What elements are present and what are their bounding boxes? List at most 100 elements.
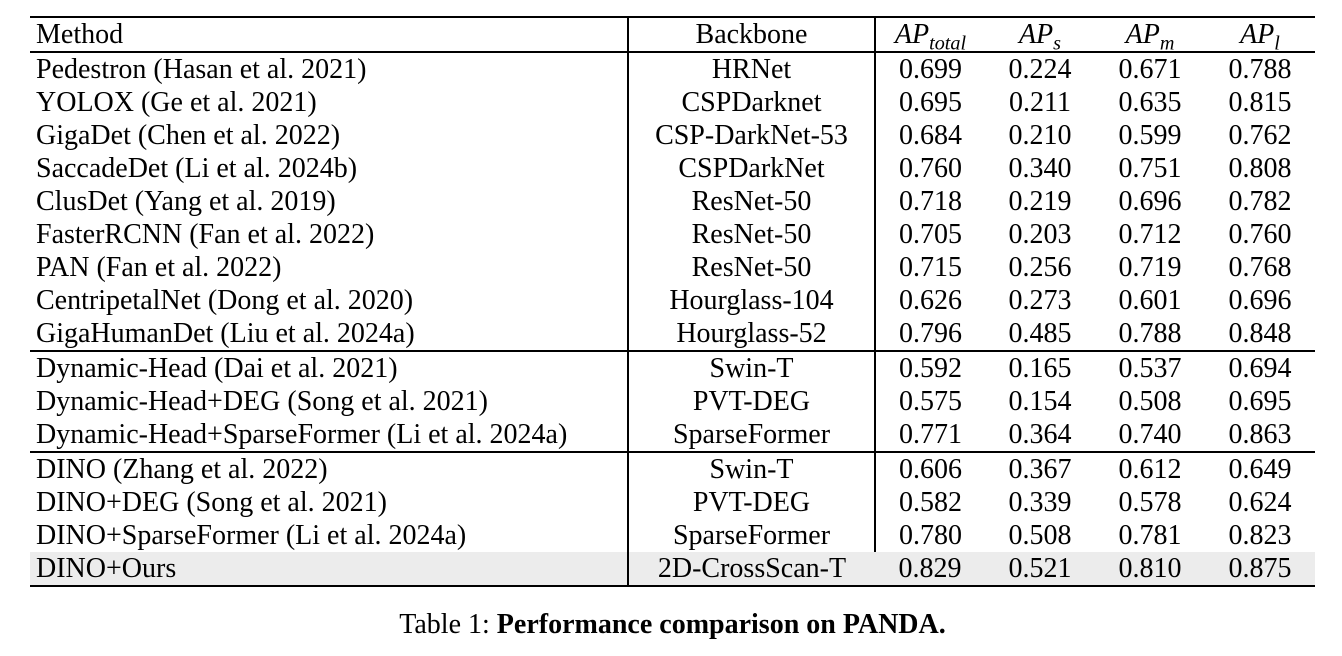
metric-cell: 0.875 [1205,552,1315,586]
table-row: YOLOX (Ge et al. 2021) CSPDarknet 0.695 0.2… [30,86,1315,119]
table-row: FasterRCNN (Fan et al. 2022) ResNet-50 0.7… [30,218,1315,251]
col-header-backbone: Backbone [628,17,876,52]
metric-cell: 0.601 [1118,285,1182,316]
metric-cell: 0.815 [1228,87,1292,118]
metric-cell: 0.508 [1118,386,1182,417]
metric-cell: 0.635 [1118,87,1182,118]
table-row: Dynamic-Head+SparseFormer (Li et al. 202… [30,418,1315,452]
method-cell: Dynamic-Head+SparseFormer (Li et al. 202… [30,418,629,452]
col-header-method: Method [30,17,629,52]
ap-total-base: AP [894,19,930,50]
backbone-cell: Swin-T [628,452,876,486]
metric-cell: 0.712 [1118,219,1182,250]
backbone-cell: ResNet-50 [628,218,876,251]
method-cell: GigaDet (Chen et al. 2022) [30,119,629,152]
table-row: Dynamic-Head (Dai et al. 2021) Swin-T 0.59… [30,351,1315,385]
metric-cell: 0.718 [899,186,962,217]
metric-cell: 0.599 [1118,120,1182,151]
table-body: Pedestron (Hasan et al. 2021) HRNet 0.699 0… [30,52,1315,586]
backbone-cell: PVT-DEG [628,385,876,418]
table-row: Pedestron (Hasan et al. 2021) HRNet 0.699 0… [30,52,1315,86]
table-row: DINO (Zhang et al. 2022) Swin-T 0.606 0.367… [30,452,1315,486]
header-row: Method Backbone APtotal APs APm APl [30,17,1315,52]
metric-cell: 0.203 [1008,219,1072,250]
metric-cell: 0.154 [1008,386,1072,417]
metric-cell: 0.624 [1228,487,1292,518]
metric-cell: 0.740 [1118,419,1182,450]
method-cell: CentripetalNet (Dong et al. 2020) [30,284,629,317]
metric-cell: 0.339 [1008,487,1072,518]
backbone-cell: Hourglass-52 [628,317,876,351]
backbone-cell: ResNet-50 [628,185,876,218]
backbone-cell: SparseFormer [628,418,876,452]
metric-cell: 0.823 [1228,520,1292,551]
method-cell: DINO (Zhang et al. 2022) [30,452,629,486]
metric-cell: 0.694 [1228,353,1292,384]
metric-cell: 0.256 [1008,252,1072,283]
table-caption: Table 1: Performance comparison on PANDA… [30,608,1315,642]
metric-cell: 0.768 [1228,252,1292,283]
metric-cell: 0.782 [1228,186,1292,217]
method-cell: Dynamic-Head (Dai et al. 2021) [30,351,629,385]
metric-cell: 0.606 [899,454,962,485]
backbone-cell: Hourglass-104 [628,284,876,317]
metric-cell: 0.626 [899,285,962,316]
metric-cell: 0.671 [1118,54,1182,85]
method-cell: GigaHumanDet (Liu et al. 2024a) [30,317,629,351]
metric-cell: 0.788 [1228,54,1292,85]
table-row: CentripetalNet (Dong et al. 2020) Hourgla… [30,284,1315,317]
metric-cell: 0.705 [899,219,962,250]
ap-s-base: AP [1018,19,1054,50]
backbone-cell: CSPDarkNet [628,152,876,185]
metric-cell: 0.696 [1118,186,1182,217]
method-cell: ClusDet (Yang et al. 2019) [30,185,629,218]
method-cell: DINO+DEG (Song et al. 2021) [30,486,629,519]
metric-cell: 0.165 [1008,353,1072,384]
backbone-cell: Swin-T [628,351,876,385]
metric-cell: 0.796 [899,318,962,349]
metric-cell: 0.340 [1008,153,1072,184]
results-table: Method Backbone APtotal APs APm APl Pede… [30,16,1315,587]
metric-cell: 0.771 [899,419,962,450]
metric-cell: 0.582 [899,487,962,518]
method-cell: SaccadeDet (Li et al. 2024b) [30,152,629,185]
table-row: SaccadeDet (Li et al. 2024b) CSPDarkNet 0.… [30,152,1315,185]
metric-cell: 0.863 [1228,419,1292,450]
metric-cell: 0.760 [899,153,962,184]
ap-l-sub: l [1274,32,1280,52]
metric-cell: 0.210 [1008,120,1072,151]
metric-cell: 0.364 [1008,419,1072,450]
ap-l-base: AP [1240,19,1275,50]
table-row: GigaHumanDet (Liu et al. 2024a) Hourglass… [30,317,1315,351]
ap-m-sub: m [1159,32,1175,52]
metric-cell: 0.788 [1118,318,1182,349]
backbone-cell: PVT-DEG [628,486,876,519]
backbone-cell: SparseFormer [628,519,876,552]
metric-cell: 0.848 [1228,318,1292,349]
metric-cell: 0.699 [899,54,962,85]
metric-cell: 0.592 [899,353,962,384]
metric-cell: 0.695 [1228,386,1292,417]
table-row: GigaDet (Chen et al. 2022) CSP-DarkNet-53… [30,119,1315,152]
col-header-ap-total: APtotal [875,17,985,52]
metric-cell: 0.695 [899,87,962,118]
metric-cell: 0.273 [1008,285,1072,316]
metric-cell: 0.211 [1009,87,1071,118]
method-cell: PAN (Fan et al. 2022) [30,251,629,284]
col-header-ap-m: APm [1095,17,1205,52]
metric-cell: 0.696 [1228,285,1292,316]
ap-m-base: AP [1125,19,1160,50]
backbone-cell: HRNet [628,52,876,86]
method-cell: DINO+Ours [30,552,629,586]
metric-cell: 0.760 [1228,219,1292,250]
metric-cell: 0.719 [1118,252,1182,283]
metric-cell: 0.810 [1118,553,1182,584]
metric-cell: 0.715 [899,252,962,283]
table-row: ClusDet (Yang et al. 2019) ResNet-50 0.718… [30,185,1315,218]
table-row: DINO+SparseFormer (Li et al. 2024a) Spars… [30,519,1315,552]
metric-cell: 0.219 [1008,186,1072,217]
method-cell: YOLOX (Ge et al. 2021) [30,86,629,119]
metric-cell: 0.762 [1228,120,1292,151]
metric-cell: 0.224 [1008,54,1072,85]
